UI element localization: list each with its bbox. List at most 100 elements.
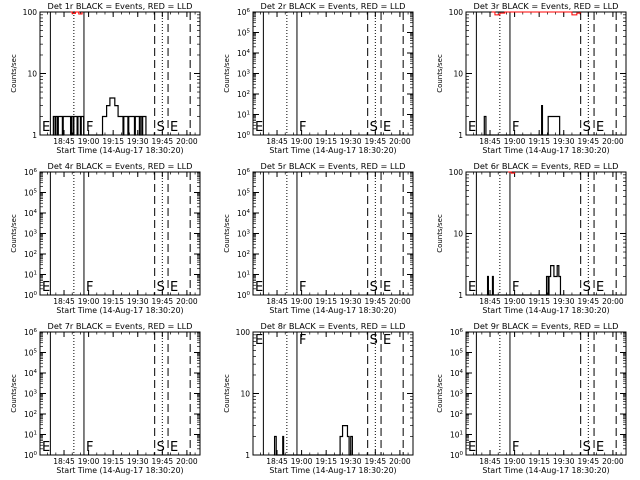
y-tick-label: 105 [450,349,464,358]
marker-label: S [370,333,378,348]
x-tick-label: 19:45 [152,457,174,466]
x-axis-label: Start Time (14-Aug-17 18:30:20) [56,306,183,315]
plot-frame [252,11,414,136]
x-tick-label: 18:45 [266,297,288,306]
marker-label: E [255,120,263,135]
marker-label: E [42,280,50,295]
y-tick-label: 103 [237,70,251,79]
x-tick-label: 19:30 [127,137,149,146]
x-tick-label: 19:15 [315,457,337,466]
x-axis-label: Start Time (14-Aug-17 18:30:20) [56,146,183,155]
plot-frame [39,171,201,296]
x-axis-label: Start Time (14-Aug-17 18:30:20) [482,146,609,155]
x-tick-label: 19:45 [365,137,387,146]
x-tick-label: 19:00 [504,297,526,306]
marker-label: E [468,280,476,295]
detector-panel-5: Det 5r BLACK = Events, RED = LLD 100 101 10… [223,161,414,315]
y-tick-label: 106 [237,168,251,177]
x-tick-label: 20:00 [389,457,411,466]
y-tick-label: 10 [453,70,463,79]
marker-label: E [170,280,178,295]
y-tick-label: 106 [24,328,38,337]
y-axis-label: Counts/sec [223,214,231,253]
y-tick-label: 102 [237,90,250,99]
marker-label: S [157,440,165,455]
y-tick-label: 101 [24,271,37,280]
x-tick-label: 20:00 [389,137,411,146]
marker-label: F [86,280,93,295]
detector-panel-4: Det 4r BLACK = Events, RED = LLD 100 101 10… [10,161,201,315]
marker-label: F [299,280,306,295]
series-events [486,265,562,296]
y-tick-label: 101 [237,111,250,120]
x-tick-label: 19:15 [102,137,124,146]
panel-title: Det 3r BLACK = Events, RED = LLD [474,1,619,11]
marker-label: E [170,120,178,135]
detector-panel-2: Det 2r BLACK = Events, RED = LLD 100 101 10… [223,1,414,155]
series-lld [491,11,581,16]
y-tick-label: 100 [24,451,38,460]
panel-title: Det 1r BLACK = Events, RED = LLD [48,1,193,11]
x-tick-label: 19:00 [291,137,313,146]
y-axis-label: Counts/sec [223,374,231,413]
marker-label: E [596,280,604,295]
y-tick-label: 1 [32,131,37,140]
y-tick-label: 1 [458,131,463,140]
y-tick-label: 103 [450,390,464,399]
x-tick-label: 20:00 [176,457,198,466]
series-events [273,425,353,456]
plot-frame [465,331,627,456]
x-tick-label: 19:00 [291,297,313,306]
y-tick-label: 100 [24,291,38,300]
x-axis-label: Start Time (14-Aug-17 18:30:20) [482,466,609,475]
x-tick-label: 19:15 [528,297,550,306]
plot-frame [39,331,201,456]
x-tick-label: 19:00 [78,457,100,466]
y-tick-label: 104 [237,49,251,58]
x-tick-label: 19:30 [127,297,149,306]
x-tick-label: 19:15 [528,457,550,466]
x-tick-label: 19:30 [553,137,575,146]
marker-label: E [42,120,50,135]
marker-label: S [157,280,165,295]
marker-label: E [468,120,476,135]
marker-label: E [42,440,50,455]
marker-label: E [596,440,604,455]
marker-label: S [370,120,378,135]
y-tick-label: 103 [24,230,38,239]
y-tick-label: 1 [458,291,463,300]
marker-label: S [583,280,591,295]
marker-label: F [299,333,306,348]
marker-label: F [512,440,519,455]
y-tick-label: 104 [450,369,464,378]
y-tick-label: 101 [450,431,463,440]
x-tick-label: 20:00 [602,137,624,146]
panel-title: Det 9r BLACK = Events, RED = LLD [474,321,619,331]
panel-title: Det 8r BLACK = Events, RED = LLD [261,321,406,331]
y-tick-label: 106 [450,328,464,337]
detector-panel-7: Det 7r BLACK = Events, RED = LLD 100 101 10… [10,321,201,475]
x-tick-label: 19:30 [340,137,362,146]
x-tick-label: 19:30 [553,297,575,306]
y-tick-label: 10 [27,70,37,79]
y-tick-label: 100 [449,168,464,177]
detector-panel-1: Det 1r BLACK = Events, RED = LLD 1 10 100 18… [10,1,201,155]
y-tick-label: 106 [24,168,38,177]
y-tick-label: 100 [449,8,464,17]
marker-label: E [468,440,476,455]
marker-label: S [157,120,165,135]
series-events [483,105,561,136]
x-tick-label: 19:30 [127,457,149,466]
plot-frame [252,331,414,456]
detector-panel-8: Det 8r BLACK = Events, RED = LLD 1 10 100 18… [223,321,414,475]
x-axis-label: Start Time (14-Aug-17 18:30:20) [269,146,396,155]
detector-panel-6: Det 6r BLACK = Events, RED = LLD 1 10 100 18… [436,161,627,315]
marker-label: S [583,440,591,455]
x-tick-label: 18:45 [479,297,501,306]
x-tick-label: 20:00 [389,297,411,306]
x-tick-label: 19:45 [365,457,387,466]
y-axis-label: Counts/sec [436,374,444,413]
x-tick-label: 20:00 [176,297,198,306]
marker-label: E [170,440,178,455]
y-axis-label: Counts/sec [10,54,18,93]
